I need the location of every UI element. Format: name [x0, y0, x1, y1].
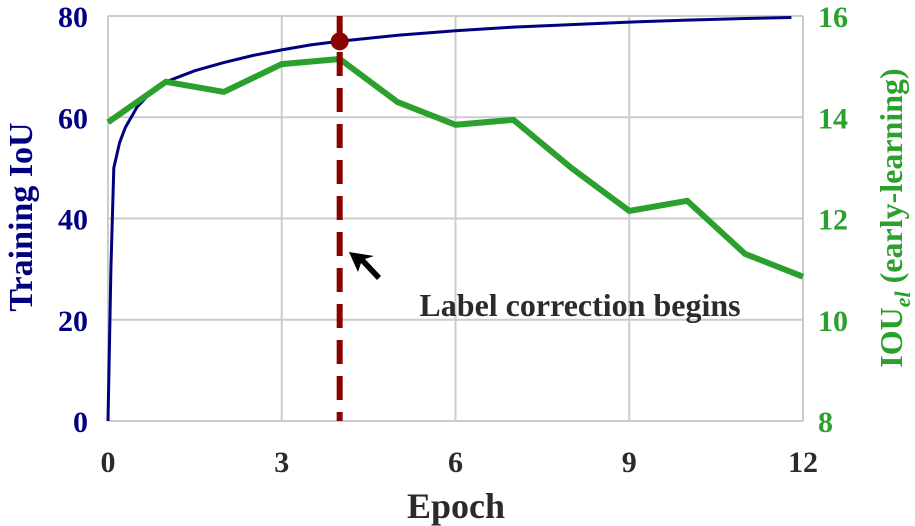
- right-tick-label: 8: [818, 406, 833, 439]
- left-tick-label: 40: [58, 204, 88, 237]
- right-tick-label: 14: [818, 102, 848, 135]
- grid: [107, 15, 804, 422]
- x-tick-label: 0: [101, 446, 116, 479]
- x-tick-label: 6: [448, 446, 463, 479]
- x-axis-title: Epoch: [407, 486, 505, 526]
- left-tick-label: 80: [58, 1, 88, 34]
- right-axis-title-main: IOU: [873, 307, 909, 367]
- iou-el-line: [106, 55, 805, 280]
- training-iou-line: [106, 16, 792, 422]
- x-tick-label: 3: [274, 446, 289, 479]
- left-axis-title: Training IoU: [3, 122, 40, 311]
- right-axis-title-sub: el: [890, 290, 915, 307]
- series-layer: [106, 16, 805, 422]
- x-tick-label: 12: [788, 446, 818, 479]
- right-axis-title-rest: (early-learning): [873, 68, 909, 291]
- annotation: Label correction begins: [349, 252, 741, 323]
- left-tick-label: 0: [73, 406, 88, 439]
- tick-labels: 0 3 6 9 12 0 20 40 60 80 8 10 12 14 16: [58, 1, 848, 479]
- x-tick-label: 9: [622, 446, 637, 479]
- right-tick-label: 16: [818, 1, 848, 34]
- right-tick-label: 12: [818, 204, 848, 237]
- annotation-text: Label correction begins: [419, 287, 740, 323]
- left-tick-label: 20: [58, 305, 88, 338]
- epoch-4-marker: [330, 32, 349, 51]
- right-tick-label: 10: [818, 305, 848, 338]
- left-tick-label: 60: [58, 102, 88, 135]
- annotation-arrow: [349, 252, 381, 280]
- right-axis-title: IOUel (early-learning): [873, 68, 915, 367]
